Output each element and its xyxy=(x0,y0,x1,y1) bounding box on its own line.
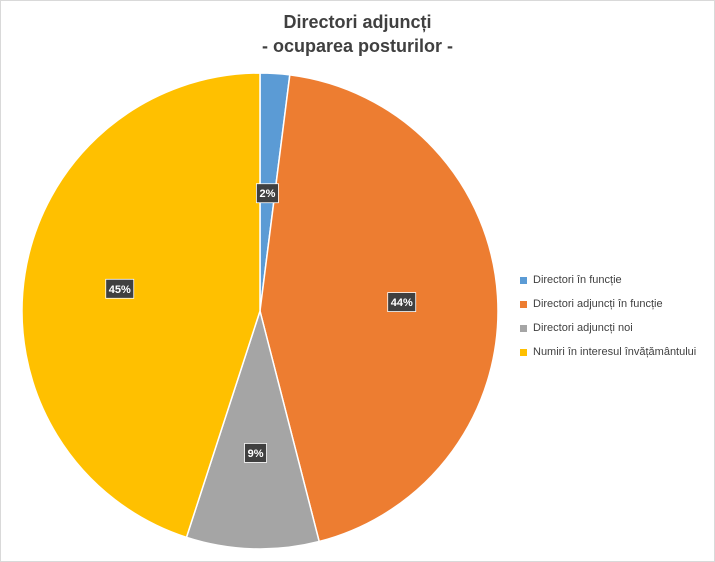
chart-legend: Directori în funcție Directori adjuncți î… xyxy=(520,268,710,364)
data-label-2: 9% xyxy=(244,443,267,463)
pie-slices xyxy=(21,72,499,550)
data-label-text: 2% xyxy=(259,188,275,200)
data-label-1: 44% xyxy=(387,292,417,312)
data-label-text: 9% xyxy=(248,448,264,460)
data-label-box xyxy=(387,292,417,312)
legend-swatch xyxy=(520,348,527,356)
data-label-box xyxy=(105,278,135,299)
legend-swatch xyxy=(520,300,527,308)
legend-label: Directori în funcție xyxy=(533,274,622,286)
chart-subtitle: - ocuparea posturilor - xyxy=(261,36,454,56)
legend-swatch xyxy=(520,276,527,284)
data-label-box xyxy=(256,183,279,204)
pie-data-labels: 2% 44% 9% 45% xyxy=(105,183,417,463)
legend-item-2: Directori adjuncți noi xyxy=(520,316,710,340)
legend-label: Directori adjuncți noi xyxy=(533,322,633,334)
data-label-text: 44% xyxy=(391,297,413,309)
legend-swatch xyxy=(520,324,527,332)
pie-slice-3 xyxy=(21,72,261,539)
legend-item-1: Directori adjuncți în funcție xyxy=(520,292,710,316)
legend-label: Numiri în interesul învățământului xyxy=(533,346,697,358)
data-label-0: 2% xyxy=(256,183,279,204)
data-label-text: 45% xyxy=(109,284,131,296)
pie-slice-1 xyxy=(259,74,499,543)
legend-label: Directori adjuncți în funcție xyxy=(533,298,663,310)
legend-item-3: Numiri în interesul învățământului xyxy=(520,340,710,364)
chart-title: Directori adjuncți xyxy=(283,12,432,32)
data-label-3: 45% xyxy=(105,278,135,299)
pie-slice-2 xyxy=(185,308,321,550)
data-label-box xyxy=(244,443,267,463)
chart-title-block: Directori adjuncți - ocuparea posturilor… xyxy=(0,10,715,58)
legend-item-0: Directori în funcție xyxy=(520,268,710,292)
